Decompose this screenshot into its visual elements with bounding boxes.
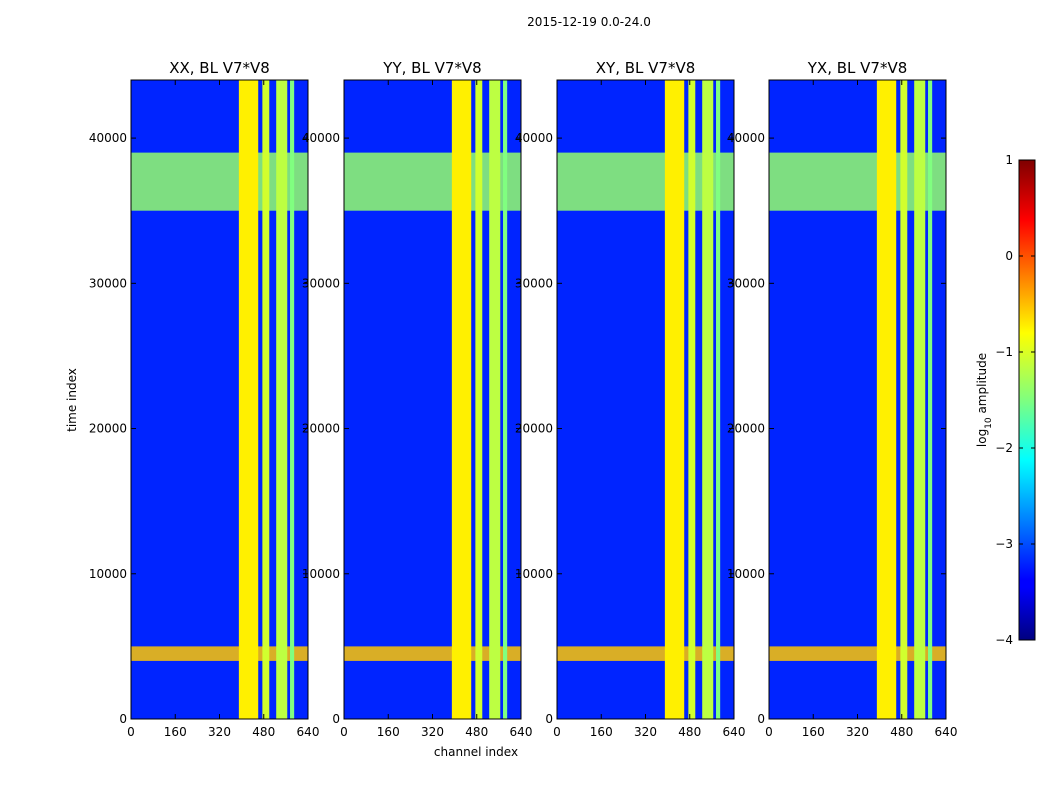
y-tick-label: 30000 bbox=[515, 276, 553, 290]
panel-title: XY, BL V7*V8 bbox=[596, 59, 696, 77]
heatmap-panel-yx: YX, BL V7*V8 0 160 320 480 640 0 10000 20000 3000… bbox=[727, 59, 958, 739]
y-tick-label: 30000 bbox=[89, 276, 127, 290]
channel-band bbox=[702, 80, 714, 719]
x-tick-label: 0 bbox=[127, 725, 135, 739]
colorbar-tick-label: −4 bbox=[995, 633, 1013, 647]
x-tick-label: 480 bbox=[252, 725, 275, 739]
heatmap-image bbox=[557, 80, 734, 719]
y-axis-label: time index bbox=[65, 368, 79, 432]
heatmap-image bbox=[131, 80, 308, 719]
x-tick-label: 480 bbox=[465, 725, 488, 739]
channel-band bbox=[489, 80, 501, 719]
x-tick-label: 160 bbox=[802, 725, 825, 739]
y-tick-label: 30000 bbox=[302, 276, 340, 290]
heatmap-panel-xy: XY, BL V7*V8 0 160 320 480 640 0 10000 20000 3000… bbox=[515, 59, 746, 739]
channel-band bbox=[664, 80, 685, 719]
y-tick-label: 0 bbox=[332, 712, 340, 726]
heatmap-image bbox=[769, 80, 946, 719]
y-tick-label: 0 bbox=[119, 712, 127, 726]
channel-band bbox=[290, 80, 295, 719]
channel-band bbox=[451, 80, 472, 719]
colorbar-gradient bbox=[1018, 159, 1036, 641]
colorbar-tick-label: −3 bbox=[995, 537, 1013, 551]
y-tick-label: 20000 bbox=[727, 422, 765, 436]
colorbar-tick-label: 0 bbox=[1005, 249, 1013, 263]
panel-title: XX, BL V7*V8 bbox=[169, 59, 270, 77]
channel-band bbox=[900, 80, 908, 719]
y-tick-label: 20000 bbox=[515, 422, 553, 436]
x-tick-label: 480 bbox=[678, 725, 701, 739]
x-tick-label: 320 bbox=[421, 725, 444, 739]
x-tick-label: 160 bbox=[164, 725, 187, 739]
y-tick-label: 20000 bbox=[302, 422, 340, 436]
x-tick-label: 320 bbox=[846, 725, 869, 739]
channel-band bbox=[914, 80, 926, 719]
channel-band bbox=[503, 80, 508, 719]
heatmap-image bbox=[344, 80, 521, 719]
y-tick-label: 10000 bbox=[302, 567, 340, 581]
y-tick-label: 0 bbox=[757, 712, 765, 726]
channel-band bbox=[876, 80, 897, 719]
heatmap-panel-xx: XX, BL V7*V8 0 160 320 480 640 0 10000 20000 3000… bbox=[89, 59, 320, 739]
x-tick-label: 160 bbox=[590, 725, 613, 739]
x-tick-label: 160 bbox=[377, 725, 400, 739]
y-tick-label: 30000 bbox=[727, 276, 765, 290]
channel-band bbox=[262, 80, 270, 719]
colorbar-tick-label: −1 bbox=[995, 345, 1013, 359]
x-tick-label: 480 bbox=[890, 725, 913, 739]
channel-band bbox=[276, 80, 288, 719]
panel-title: YX, BL V7*V8 bbox=[807, 59, 908, 77]
channel-band bbox=[688, 80, 696, 719]
x-tick-label: 640 bbox=[297, 725, 320, 739]
y-tick-label: 40000 bbox=[302, 131, 340, 145]
y-tick-label: 10000 bbox=[515, 567, 553, 581]
channel-band bbox=[716, 80, 721, 719]
y-tick-label: 40000 bbox=[727, 131, 765, 145]
figure-suptitle: 2015-12-19 0.0-24.0 bbox=[527, 15, 651, 29]
channel-band bbox=[928, 80, 933, 719]
panel-title: YY, BL V7*V8 bbox=[382, 59, 481, 77]
x-tick-label: 0 bbox=[340, 725, 348, 739]
y-tick-label: 40000 bbox=[89, 131, 127, 145]
colorbar-label: log10 amplitude bbox=[975, 353, 994, 447]
x-tick-label: 0 bbox=[553, 725, 561, 739]
x-tick-label: 640 bbox=[723, 725, 746, 739]
channel-band bbox=[238, 80, 259, 719]
colorbar-tick-label: 1 bbox=[1005, 153, 1013, 167]
y-tick-label: 10000 bbox=[727, 567, 765, 581]
x-tick-label: 320 bbox=[208, 725, 231, 739]
x-tick-label: 640 bbox=[510, 725, 533, 739]
y-tick-label: 40000 bbox=[515, 131, 553, 145]
colorbar: 1 0 −1 −2 −3 −4 log10 amplitude bbox=[975, 153, 1036, 647]
x-axis-label: channel index bbox=[434, 745, 518, 759]
colorbar-ticks: 1 0 −1 −2 −3 −4 bbox=[995, 153, 1035, 647]
heatmap-panels: XX, BL V7*V8 0 160 320 480 640 0 10000 20000 3000… bbox=[89, 59, 958, 739]
heatmap-panel-yy: YY, BL V7*V8 0 160 320 480 640 0 10000 20000 3000… bbox=[302, 59, 533, 739]
y-tick-label: 0 bbox=[545, 712, 553, 726]
y-tick-label: 20000 bbox=[89, 422, 127, 436]
x-tick-label: 320 bbox=[634, 725, 657, 739]
y-tick-label: 10000 bbox=[89, 567, 127, 581]
x-tick-label: 640 bbox=[935, 725, 958, 739]
x-tick-label: 0 bbox=[765, 725, 773, 739]
colorbar-tick-label: −2 bbox=[995, 441, 1013, 455]
channel-band bbox=[475, 80, 483, 719]
